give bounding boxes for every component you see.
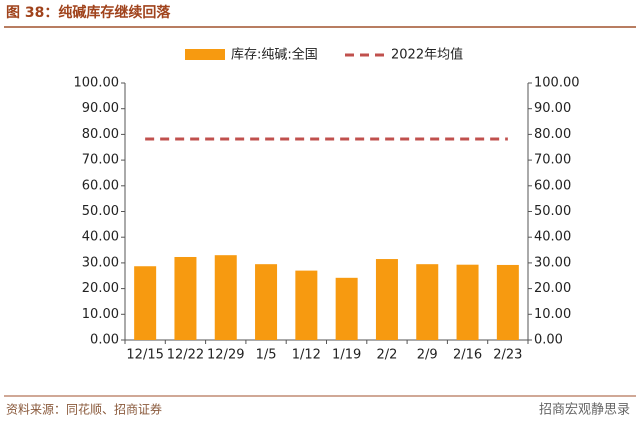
legend-label: 库存:纯碱:全国 [231, 47, 318, 63]
watermark: 招商宏观静思录 [539, 403, 630, 418]
legend-label: 2022年均值 [391, 47, 463, 63]
y2-tick-label: 40.00 [534, 230, 571, 245]
legend-swatch [185, 49, 225, 60]
bar [174, 256, 197, 340]
y-tick-label: 70.00 [82, 153, 119, 168]
bar [255, 264, 278, 340]
y-tick-label: 90.00 [82, 101, 119, 116]
y2-tick-label: 30.00 [534, 255, 571, 270]
x-tick-label: 12/15 [126, 348, 163, 363]
y-tick-label: 0.00 [90, 333, 119, 348]
bar [335, 277, 358, 340]
chart-title: 图 38：纯碱库存继续回落 [6, 4, 171, 21]
x-tick-label: 2/2 [376, 348, 397, 363]
x-tick-label: 2/9 [417, 348, 438, 363]
y2-tick-label: 60.00 [534, 178, 571, 193]
x-tick-label: 12/29 [207, 348, 244, 363]
y2-tick-label: 70.00 [534, 153, 571, 168]
x-tick-label: 2/23 [493, 348, 522, 363]
y-tick-label: 30.00 [82, 255, 119, 270]
source-note: 资料来源：同花顺、招商证券 [6, 402, 162, 417]
y-tick-label: 50.00 [82, 204, 119, 219]
x-tick-label: 1/5 [256, 348, 277, 363]
y2-tick-label: 80.00 [534, 127, 571, 142]
x-tick-label: 12/22 [167, 348, 204, 363]
y2-tick-label: 0.00 [534, 333, 563, 348]
bar [416, 264, 439, 340]
y-tick-label: 40.00 [82, 230, 119, 245]
bar [496, 264, 519, 340]
y-tick-label: 60.00 [82, 178, 119, 193]
y2-tick-label: 100.00 [534, 76, 580, 91]
bar [134, 266, 157, 340]
x-tick-label: 1/19 [332, 348, 361, 363]
bar [375, 259, 398, 340]
y-tick-label: 10.00 [82, 307, 119, 322]
y2-tick-label: 20.00 [534, 281, 571, 296]
y2-tick-label: 90.00 [534, 101, 571, 116]
x-tick-label: 2/16 [453, 348, 482, 363]
bar [295, 270, 318, 340]
y2-tick-label: 10.00 [534, 307, 571, 322]
x-tick-label: 1/12 [292, 348, 321, 363]
bar [214, 255, 237, 340]
y-tick-label: 20.00 [82, 281, 119, 296]
y-tick-label: 80.00 [82, 127, 119, 142]
y-tick-label: 100.00 [74, 76, 120, 91]
bar [456, 264, 479, 340]
y2-tick-label: 50.00 [534, 204, 571, 219]
